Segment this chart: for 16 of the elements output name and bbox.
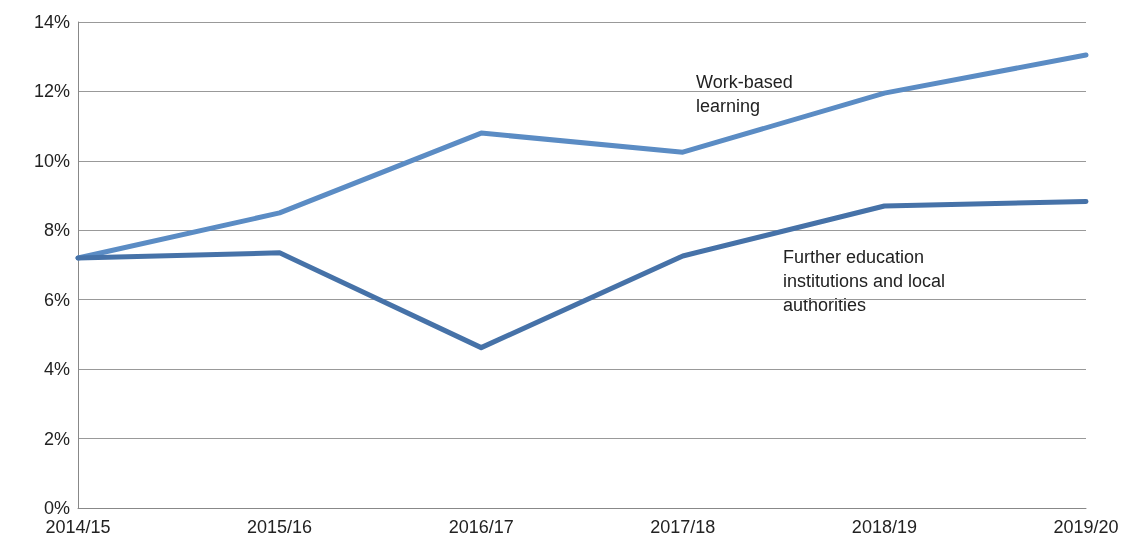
x-tick-label: 2017/18 [650,517,716,537]
y-tick-label: 12% [33,81,70,102]
y-tick-label: 2% [43,428,70,449]
y-tick-label: 8% [43,220,70,241]
y-tick-label: 4% [43,359,70,380]
y-tick-label: 14% [33,12,70,32]
series-label: Further education institutions and local authorities [783,247,946,315]
x-tick-label: 2016/17 [448,517,514,537]
series-label: Work-based learning [696,72,793,116]
y-tick-label: 6% [43,289,70,310]
x-tick-label: 2015/16 [247,517,313,537]
y-tick-label: 0% [43,498,70,518]
x-tick-label: 2014/15 [45,517,111,537]
x-tick-label: 2019/20 [1053,517,1119,537]
x-tick-label: 2018/19 [851,517,917,537]
y-tick-label: 10% [33,150,70,171]
